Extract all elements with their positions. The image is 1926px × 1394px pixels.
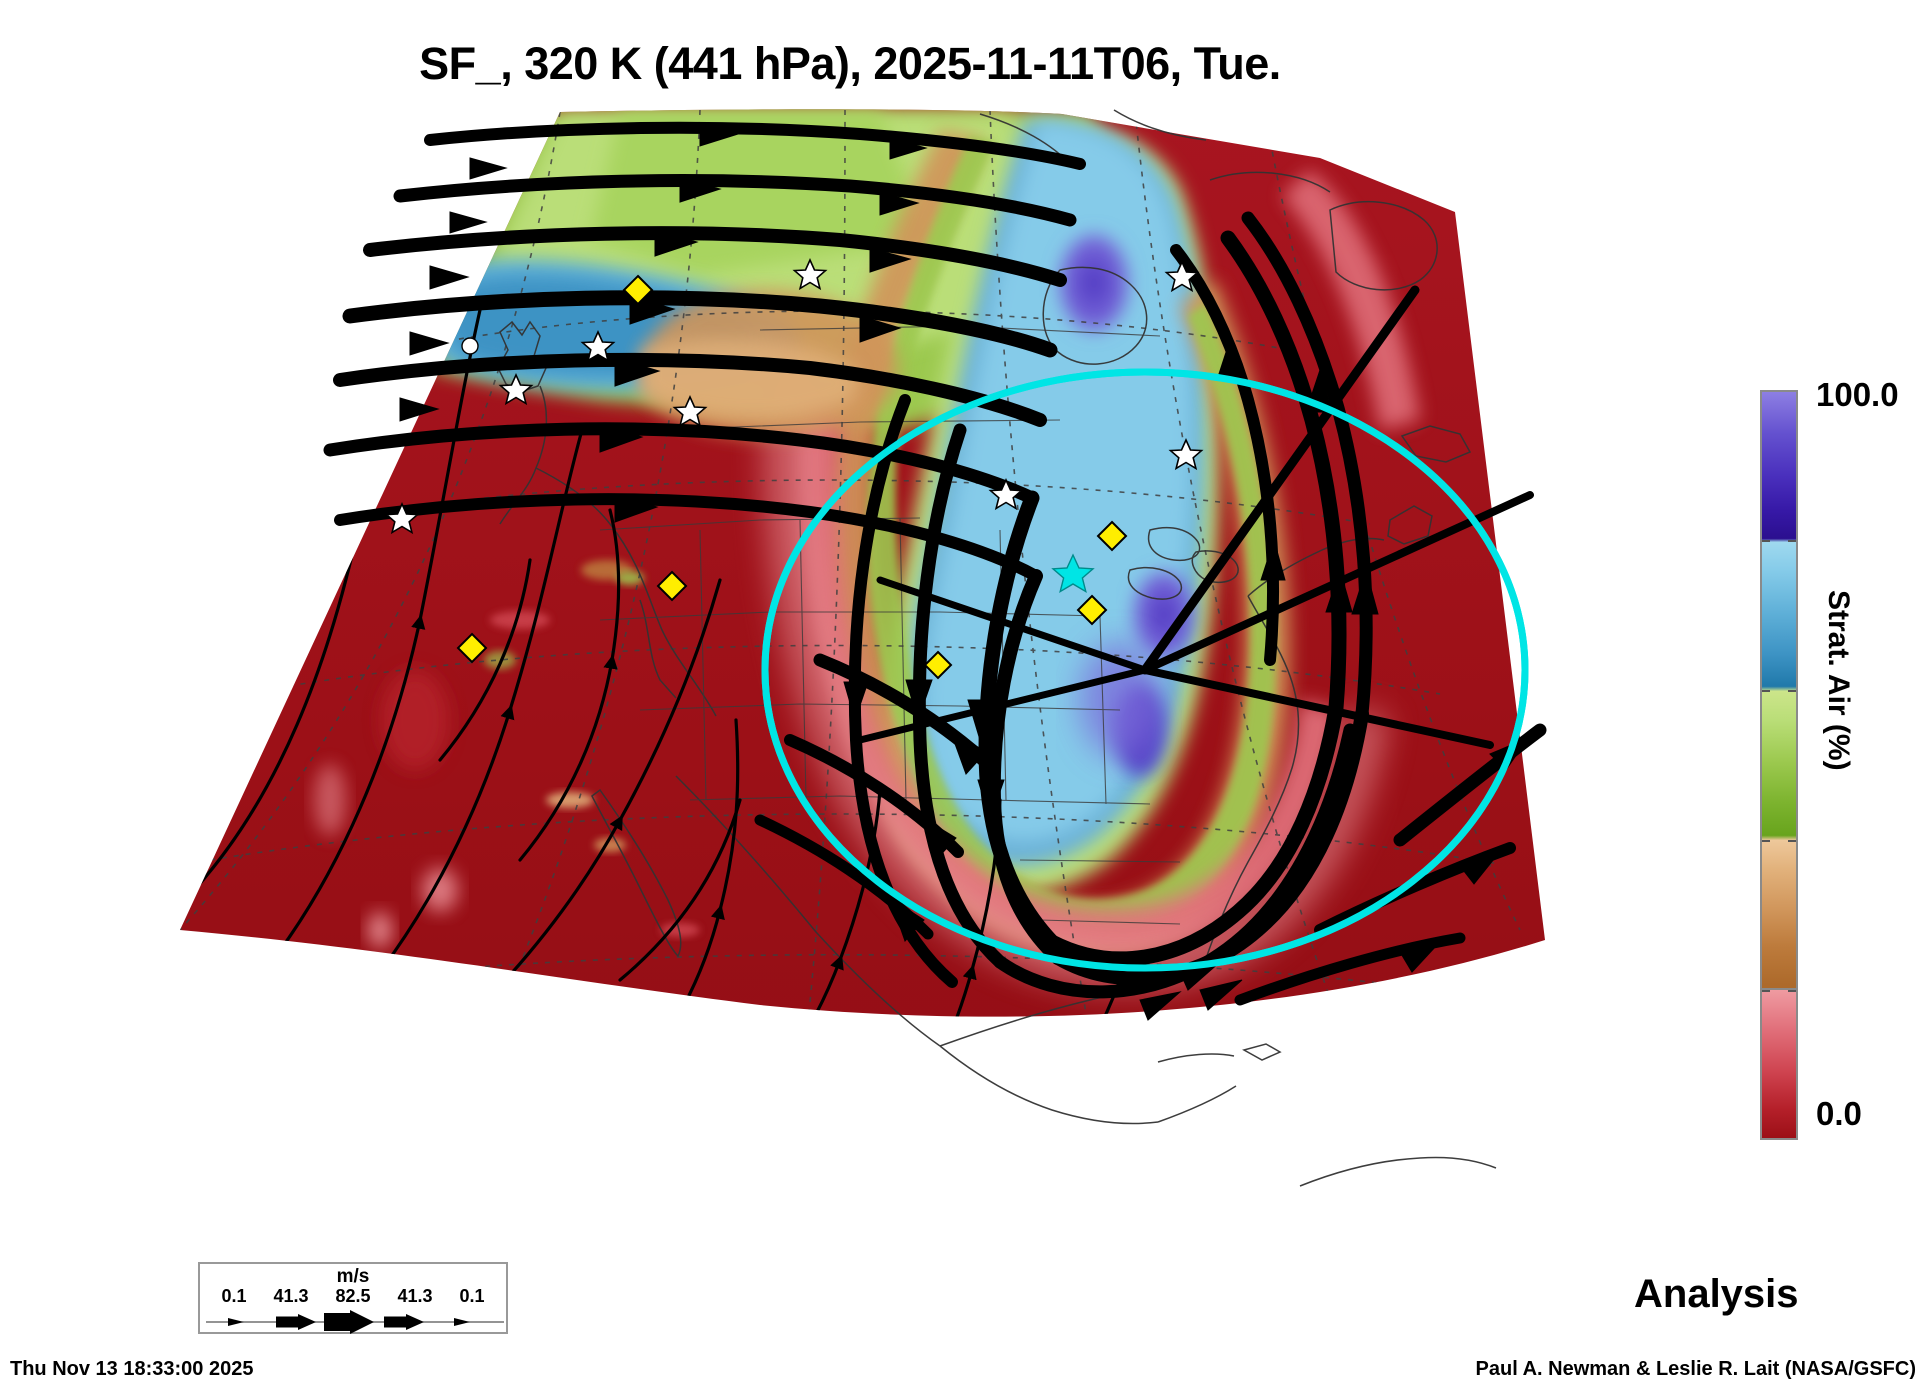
colorbar-axis-title: Strat. Air (%)	[1822, 590, 1855, 771]
colorbar-max-label: 100.0	[1816, 376, 1899, 413]
colorbar-min-label: 0.0	[1816, 1095, 1862, 1132]
map-canvas[interactable]	[0, 100, 1700, 1280]
wind-legend-value-3: 41.3	[397, 1286, 433, 1306]
station-markers[interactable]	[384, 258, 1204, 680]
marker-yellow-diamond[interactable]	[456, 274, 1128, 680]
colorbar-tick	[1762, 690, 1770, 692]
wind-legend-unit-label: m/s	[336, 1266, 370, 1287]
coastlines	[497, 109, 1497, 1187]
colorbar-tick	[1762, 840, 1770, 842]
wind-legend-value-0: 0.1	[221, 1286, 247, 1306]
colorbar: 100.0 0.0 Strat. Air (%)	[1760, 376, 1926, 1140]
marker-cyan-star[interactable]	[1051, 553, 1095, 594]
colorbar-tick	[1788, 990, 1796, 992]
wind-streamlines-jet	[323, 121, 1547, 1021]
page-title: SF_, 320 K (441 hPa), 2025-11-11T06, Tue…	[419, 38, 1281, 89]
wind-legend-arrow-scale	[206, 1310, 504, 1334]
colorbar-tick	[1762, 990, 1770, 992]
analysis-label: Analysis	[1634, 1272, 1799, 1316]
cyan-range-circle	[761, 368, 1529, 972]
colorbar-tick	[1762, 540, 1770, 542]
wind-legend-values: 0.1 41.3 82.5 41.3 0.1	[200, 1286, 506, 1307]
colorbar-tick	[1788, 840, 1796, 842]
wind-legend-value-1: 41.3	[273, 1286, 309, 1306]
colorbar-tick	[1788, 540, 1796, 542]
marker-white-star[interactable]	[384, 258, 1204, 535]
colorbar-tick	[1788, 690, 1796, 692]
wind-legend-value-2: 82.5	[335, 1286, 371, 1306]
marker-white-dot[interactable]	[461, 337, 479, 355]
author-credit: Paul A. Newman & Leslie R. Lait (NASA/GS…	[1475, 1358, 1916, 1380]
wind-speed-legend: m/s 0.1 41.3 82.5 41.3 0.1	[198, 1262, 508, 1334]
generation-timestamp: Thu Nov 13 18:33:00 2025	[10, 1358, 254, 1380]
map-panel[interactable]	[0, 100, 1700, 1280]
colorbar-gradient-lower	[1760, 990, 1798, 1140]
wind-legend-value-4: 0.1	[459, 1286, 485, 1306]
